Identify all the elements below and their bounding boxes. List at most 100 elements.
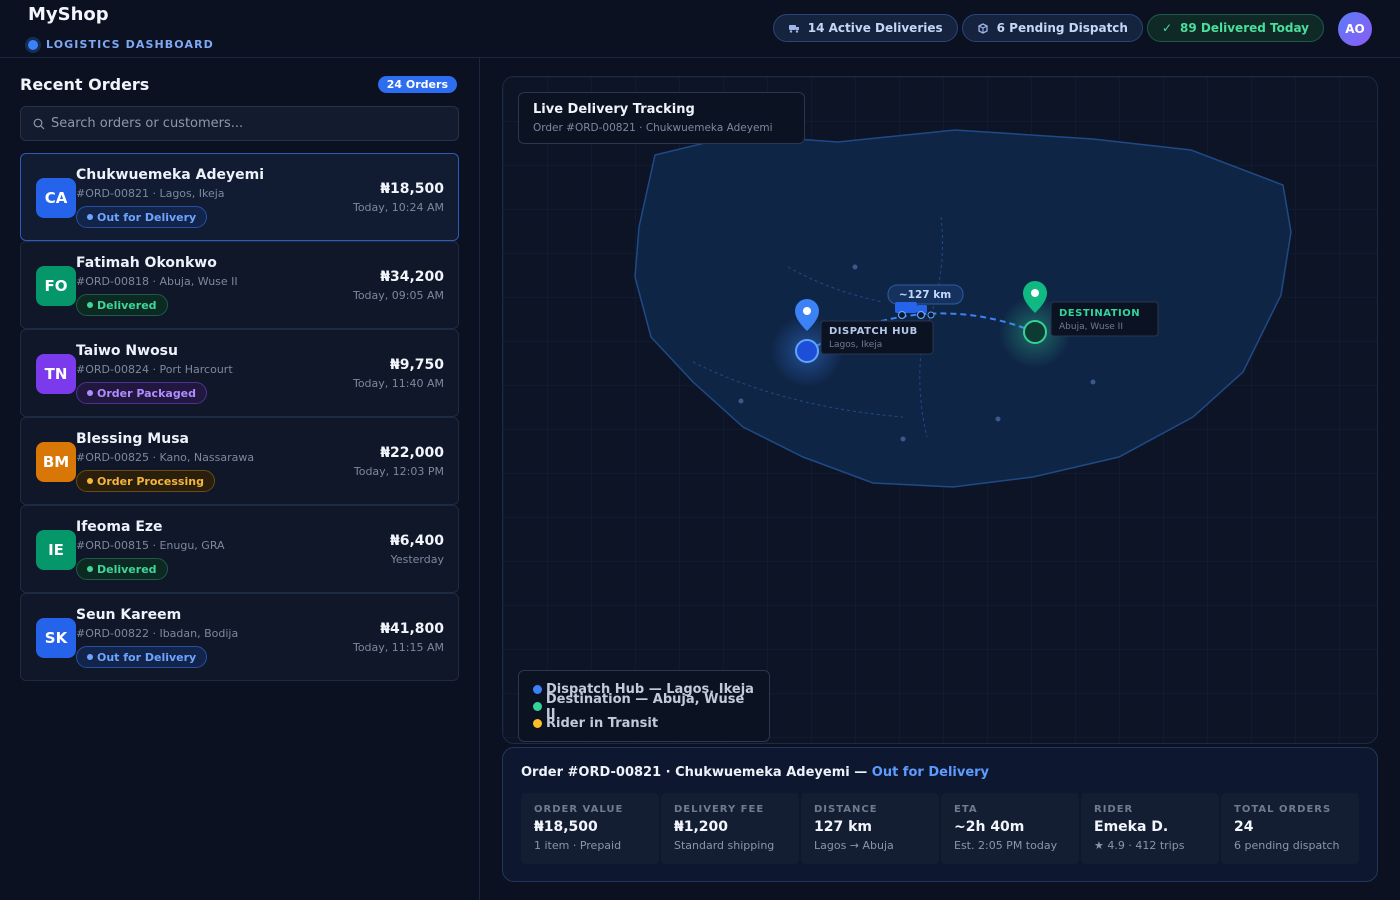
order-location: Abuja, Wuse II — [159, 275, 238, 288]
header-stats: 14 Active Deliveries 6 Pending Dispatch … — [772, 14, 1324, 42]
order-time: Today, 11:40 AM — [352, 377, 444, 390]
eta-tile: ETA ~2h 40m Est. 2:05 PM today — [941, 793, 1079, 864]
order-time: Today, 12:03 PM — [353, 465, 444, 478]
legend-item-hub: Dispatch Hub — Lagos, Ikeja — [533, 681, 755, 698]
detail-order-id: Order #ORD-00821 — [521, 765, 662, 780]
order-location: Port Harcourt — [159, 363, 233, 376]
order-time: Today, 09:05 AM — [352, 289, 444, 302]
tile-value: ~2h 40m — [954, 819, 1025, 835]
dest-sublabel: Abuja, Wuse II — [1059, 322, 1123, 332]
tile-label: RIDER — [1094, 804, 1134, 815]
tracking-title: Live Delivery Tracking — [533, 102, 695, 117]
dest-callout — [1050, 301, 1159, 337]
status-badge: Delivered — [76, 558, 168, 580]
order-amount: ₦6,400 — [389, 533, 444, 549]
tile-value: Emeka D. — [1094, 819, 1169, 835]
order-card[interactable]: TN Taiwo Nwosu #ORD-00824 · Port Harcour… — [20, 329, 459, 417]
tile-sub: ★ 4.9 · 412 trips — [1094, 839, 1185, 852]
pending-dispatch-pill[interactable]: 6 Pending Dispatch — [961, 14, 1143, 42]
order-id: #ORD-00825 — [76, 451, 149, 464]
order-id: #ORD-00822 — [76, 627, 149, 640]
delivered-today-pill[interactable]: ✓ 89 Delivered Today — [1146, 14, 1324, 42]
order-id: #ORD-00818 — [76, 275, 149, 288]
status-badge: Order Packaged — [76, 382, 208, 404]
order-meta: #ORD-00815 · Enugu, GRA — [76, 539, 225, 552]
distance-tile: DISTANCE 127 km Lagos → Abuja — [801, 793, 939, 864]
order-value-tile: ORDER VALUE ₦18,500 1 item · Prepaid — [521, 793, 659, 864]
search-icon — [33, 118, 45, 129]
order-id: #ORD-00821 — [76, 187, 149, 200]
region-line — [692, 361, 904, 418]
tile-label: ORDER VALUE — [534, 804, 624, 815]
city-dot — [852, 264, 858, 270]
dashboard-subtitle: LOGISTICS DASHBOARD — [28, 38, 214, 51]
orders-count-badge: 24 Orders — [377, 76, 457, 93]
customer-name: Seun Kareem — [76, 607, 182, 623]
hub-sublabel: Lagos, Ikeja — [829, 340, 882, 350]
order-time: Today, 10:24 AM — [352, 201, 444, 214]
customer-avatar: BM — [36, 442, 76, 482]
status-badge: Out for Delivery — [76, 206, 208, 228]
order-meta: #ORD-00821 · Lagos, Ikeja — [76, 187, 225, 200]
order-meta: #ORD-00818 · Abuja, Wuse II — [76, 275, 238, 288]
order-amount: ₦34,200 — [380, 269, 444, 285]
order-meta: #ORD-00822 · Ibadan, Bodija — [76, 627, 239, 640]
delivery-map[interactable]: ~127 km DISPATCH HUB Lagos, Ikeja DESTIN… — [502, 76, 1378, 744]
hub-label: DISPATCH HUB — [829, 326, 918, 337]
distance-label: ~127 km — [899, 289, 951, 301]
order-amount: ₦41,800 — [380, 621, 444, 637]
check-icon: ✓ — [1161, 21, 1173, 35]
order-card[interactable]: IE Ifeoma Eze #ORD-00815 · Enugu, GRA De… — [20, 505, 459, 593]
delivery-fee-tile: DELIVERY FEE ₦1,200 Standard shipping — [661, 793, 799, 864]
tile-value: ₦1,200 — [674, 819, 729, 835]
user-avatar[interactable]: AO — [1338, 12, 1372, 46]
order-time: Yesterday — [390, 553, 444, 566]
legend-label: Destination — Abuja, Wuse II — [545, 691, 745, 722]
order-time: Today, 11:15 AM — [352, 641, 444, 654]
top-header: MyShop LOGISTICS DASHBOARD 14 Active Del… — [0, 0, 1400, 58]
legend-item-destination: Destination — Abuja, Wuse II — [533, 692, 755, 722]
search-input[interactable] — [51, 116, 431, 131]
detail-customer: Chukwuemeka Adeyemi — [675, 765, 850, 780]
hub-marker — [795, 339, 819, 363]
order-card[interactable]: BM Blessing Musa #ORD-00825 · Kano, Nass… — [20, 417, 459, 505]
tile-sub: Lagos → Abuja — [814, 839, 894, 852]
order-card[interactable]: SK Seun Kareem #ORD-00822 · Ibadan, Bodi… — [20, 593, 459, 681]
tile-label: DISTANCE — [814, 804, 878, 815]
customer-avatar: SK — [36, 618, 76, 658]
customer-name: Ifeoma Eze — [76, 519, 163, 535]
dest-marker — [1023, 320, 1047, 344]
orders-panel: Recent Orders 24 Orders CA Chukwuemeka A… — [0, 58, 480, 900]
order-search-box[interactable] — [20, 106, 459, 141]
country-shape — [634, 129, 1292, 488]
dashboard-subtitle-text: LOGISTICS DASHBOARD — [46, 38, 214, 51]
customer-avatar: TN — [36, 354, 76, 394]
customer-name: Taiwo Nwosu — [76, 343, 178, 359]
city-dot — [1090, 379, 1096, 385]
order-amount: ₦18,500 — [380, 181, 444, 197]
active-deliveries-label: 14 Active Deliveries — [807, 21, 943, 35]
order-amount: ₦22,000 — [380, 445, 444, 461]
brand-title: MyShop — [28, 4, 109, 25]
order-amount: ₦9,750 — [389, 357, 444, 373]
hub-pin-icon — [795, 299, 819, 331]
status-badge: Delivered — [76, 294, 168, 316]
order-location: Lagos, Ikeja — [159, 187, 225, 200]
tracking-subtitle: Order #ORD-00821 · Chukwuemeka Adeyemi — [533, 122, 773, 134]
tracking-info-box: Live Delivery Tracking Order #ORD-00821 … — [518, 92, 805, 144]
order-location: Kano, Nassarawa — [159, 451, 255, 464]
tile-value: 24 — [1234, 819, 1254, 835]
delivered-today-label: 89 Delivered Today — [1180, 21, 1309, 35]
order-id: #ORD-00815 — [76, 539, 149, 552]
map-legend: Dispatch Hub — Lagos, Ikeja Destination … — [518, 670, 770, 742]
order-location: Enugu, GRA — [159, 539, 225, 552]
tile-label: TOTAL ORDERS — [1234, 804, 1332, 815]
order-card[interactable]: CA Chukwuemeka Adeyemi #ORD-00821 · Lago… — [20, 153, 459, 241]
order-card[interactable]: FO Fatimah Okonkwo #ORD-00818 · Abuja, W… — [20, 241, 459, 329]
order-detail-title: Order #ORD-00821 · Chukwuemeka Adeyemi —… — [521, 765, 990, 780]
city-dot — [995, 416, 1001, 422]
active-deliveries-pill[interactable]: 14 Active Deliveries — [772, 14, 958, 42]
tile-value: 127 km — [814, 819, 872, 835]
customer-name: Blessing Musa — [76, 431, 189, 447]
tile-sub: 1 item · Prepaid — [534, 839, 622, 852]
